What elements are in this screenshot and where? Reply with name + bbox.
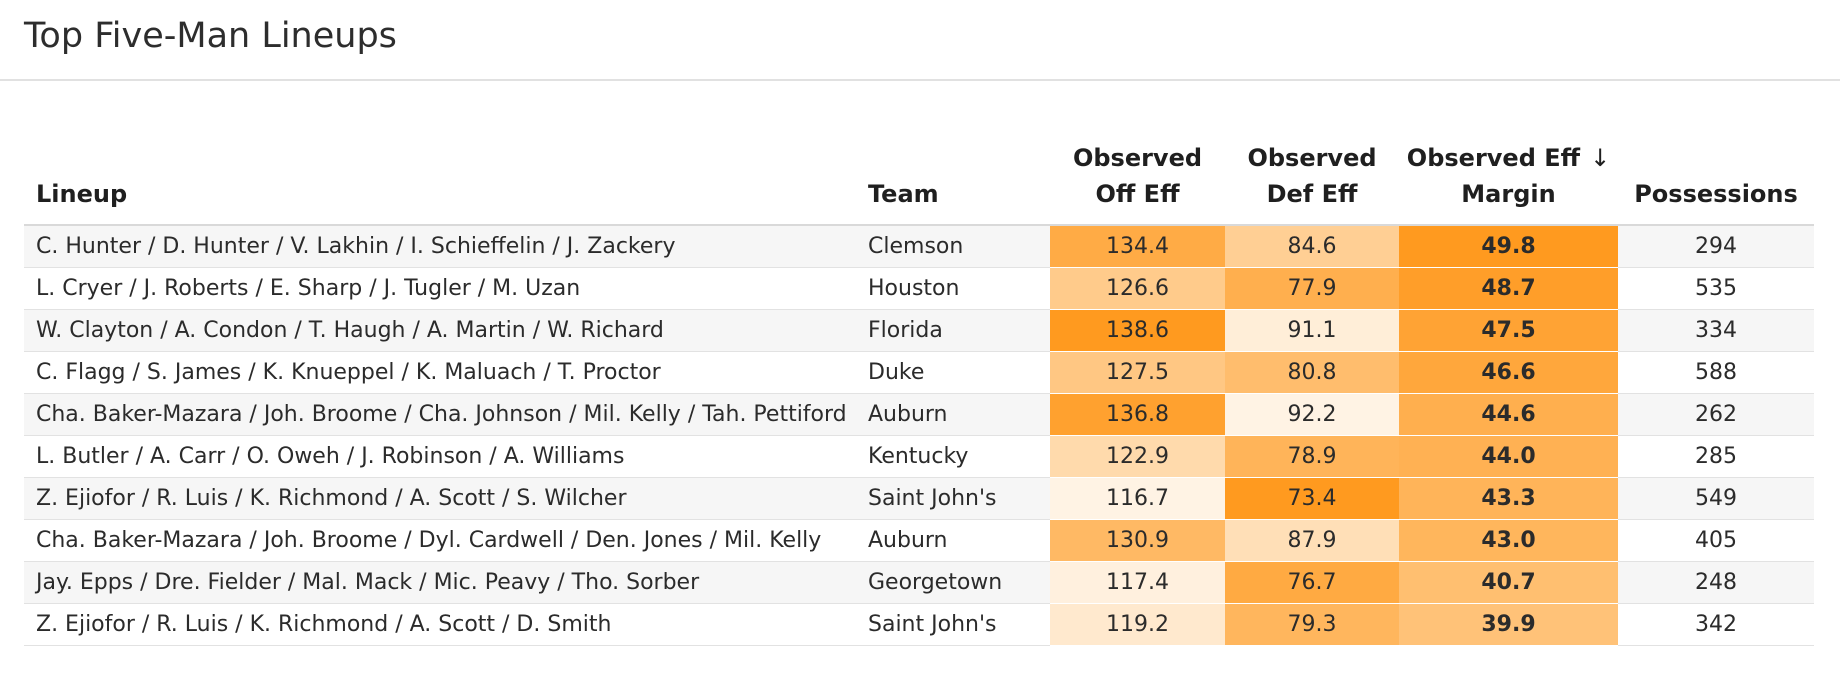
cell-possessions: 262 — [1618, 393, 1814, 436]
cell-team: Duke — [856, 351, 1050, 394]
table-row[interactable]: C. Hunter / D. Hunter / V. Lakhin / I. S… — [24, 225, 1814, 268]
cell-lineup: L. Cryer / J. Roberts / E. Sharp / J. Tu… — [24, 267, 856, 310]
table-row[interactable]: W. Clayton / A. Condon / T. Haugh / A. M… — [24, 309, 1814, 352]
cell-team: Florida — [856, 309, 1050, 352]
cell-team: Clemson — [856, 225, 1050, 268]
cell-possessions: 248 — [1618, 561, 1814, 604]
cell-lineup: C. Hunter / D. Hunter / V. Lakhin / I. S… — [24, 225, 856, 268]
lineups-table-container: Lineup Team Observed Off Eff Observed De… — [24, 126, 1814, 646]
cell-def-eff: 79.3 — [1225, 603, 1399, 646]
cell-possessions: 294 — [1618, 225, 1814, 268]
cell-margin: 44.0 — [1399, 435, 1618, 478]
cell-possessions: 334 — [1618, 309, 1814, 352]
cell-margin: 43.3 — [1399, 477, 1618, 520]
column-header-margin[interactable]: Observed Eff ↓ Margin — [1399, 126, 1618, 226]
table-row[interactable]: Cha. Baker-Mazara / Joh. Broome / Dyl. C… — [24, 519, 1814, 562]
page-title: Top Five-Man Lineups — [24, 16, 397, 56]
cell-off-eff: 122.9 — [1050, 435, 1225, 478]
cell-possessions: 405 — [1618, 519, 1814, 562]
table-row[interactable]: Cha. Baker-Mazara / Joh. Broome / Cha. J… — [24, 393, 1814, 436]
cell-def-eff: 78.9 — [1225, 435, 1399, 478]
cell-def-eff: 91.1 — [1225, 309, 1399, 352]
column-header-label: Def Eff — [1266, 180, 1358, 208]
table-row[interactable]: L. Cryer / J. Roberts / E. Sharp / J. Tu… — [24, 267, 1814, 310]
cell-possessions: 285 — [1618, 435, 1814, 478]
table-row[interactable]: Jay. Epps / Dre. Fielder / Mal. Mack / M… — [24, 561, 1814, 604]
column-header-label: Observed — [1072, 144, 1203, 172]
cell-lineup: Z. Ejiofor / R. Luis / K. Richmond / A. … — [24, 603, 856, 646]
cell-def-eff: 92.2 — [1225, 393, 1399, 436]
cell-lineup: C. Flagg / S. James / K. Knueppel / K. M… — [24, 351, 856, 394]
table-row[interactable]: Z. Ejiofor / R. Luis / K. Richmond / A. … — [24, 603, 1814, 646]
cell-def-eff: 77.9 — [1225, 267, 1399, 310]
cell-margin: 40.7 — [1399, 561, 1618, 604]
cell-lineup: Jay. Epps / Dre. Fielder / Mal. Mack / M… — [24, 561, 856, 604]
column-header-label: Off Eff — [1095, 180, 1180, 208]
table-row[interactable]: C. Flagg / S. James / K. Knueppel / K. M… — [24, 351, 1814, 394]
cell-team: Saint John's — [856, 477, 1050, 520]
cell-possessions: 342 — [1618, 603, 1814, 646]
table-body: C. Hunter / D. Hunter / V. Lakhin / I. S… — [24, 225, 1814, 646]
column-header-label: Possessions — [1634, 180, 1798, 208]
table-row[interactable]: L. Butler / A. Carr / O. Oweh / J. Robin… — [24, 435, 1814, 478]
cell-team: Saint John's — [856, 603, 1050, 646]
cell-margin: 48.7 — [1399, 267, 1618, 310]
cell-team: Georgetown — [856, 561, 1050, 604]
cell-def-eff: 80.8 — [1225, 351, 1399, 394]
cell-off-eff: 136.8 — [1050, 393, 1225, 436]
column-header-label: Observed — [1247, 144, 1377, 172]
column-header-off-eff[interactable]: Observed Off Eff — [1050, 126, 1225, 226]
cell-team: Kentucky — [856, 435, 1050, 478]
cell-lineup: Cha. Baker-Mazara / Joh. Broome / Cha. J… — [24, 393, 856, 436]
column-header-label: Observed Eff — [1406, 144, 1581, 172]
cell-lineup: W. Clayton / A. Condon / T. Haugh / A. M… — [24, 309, 856, 352]
column-header-lineup[interactable]: Lineup — [24, 126, 856, 226]
column-header-label: Margin — [1461, 180, 1556, 208]
cell-def-eff: 84.6 — [1225, 225, 1399, 268]
sort-descending-icon[interactable]: ↓ — [1590, 144, 1611, 172]
cell-team: Houston — [856, 267, 1050, 310]
cell-margin: 46.6 — [1399, 351, 1618, 394]
cell-team: Auburn — [856, 519, 1050, 562]
cell-possessions: 535 — [1618, 267, 1814, 310]
cell-def-eff: 76.7 — [1225, 561, 1399, 604]
cell-lineup: Z. Ejiofor / R. Luis / K. Richmond / A. … — [24, 477, 856, 520]
column-header-label: Lineup — [36, 180, 128, 208]
cell-def-eff: 73.4 — [1225, 477, 1399, 520]
cell-possessions: 549 — [1618, 477, 1814, 520]
cell-off-eff: 126.6 — [1050, 267, 1225, 310]
cell-margin: 47.5 — [1399, 309, 1618, 352]
lineups-table: Lineup Team Observed Off Eff Observed De… — [24, 126, 1814, 646]
cell-possessions: 588 — [1618, 351, 1814, 394]
column-header-team[interactable]: Team — [856, 126, 1050, 226]
column-header-possessions[interactable]: Possessions — [1618, 126, 1814, 226]
cell-margin: 39.9 — [1399, 603, 1618, 646]
table-row[interactable]: Z. Ejiofor / R. Luis / K. Richmond / A. … — [24, 477, 1814, 520]
column-header-def-eff[interactable]: Observed Def Eff — [1225, 126, 1399, 226]
cell-lineup: Cha. Baker-Mazara / Joh. Broome / Dyl. C… — [24, 519, 856, 562]
page-header: Top Five-Man Lineups — [0, 0, 1840, 81]
cell-off-eff: 130.9 — [1050, 519, 1225, 562]
column-header-label: Team — [868, 180, 939, 208]
cell-off-eff: 119.2 — [1050, 603, 1225, 646]
header-row: Lineup Team Observed Off Eff Observed De… — [24, 126, 1814, 226]
cell-lineup: L. Butler / A. Carr / O. Oweh / J. Robin… — [24, 435, 856, 478]
cell-off-eff: 127.5 — [1050, 351, 1225, 394]
cell-margin: 49.8 — [1399, 225, 1618, 268]
cell-def-eff: 87.9 — [1225, 519, 1399, 562]
cell-off-eff: 116.7 — [1050, 477, 1225, 520]
table-header: Lineup Team Observed Off Eff Observed De… — [24, 126, 1814, 226]
cell-off-eff: 134.4 — [1050, 225, 1225, 268]
cell-margin: 43.0 — [1399, 519, 1618, 562]
cell-margin: 44.6 — [1399, 393, 1618, 436]
cell-off-eff: 117.4 — [1050, 561, 1225, 604]
cell-off-eff: 138.6 — [1050, 309, 1225, 352]
cell-team: Auburn — [856, 393, 1050, 436]
